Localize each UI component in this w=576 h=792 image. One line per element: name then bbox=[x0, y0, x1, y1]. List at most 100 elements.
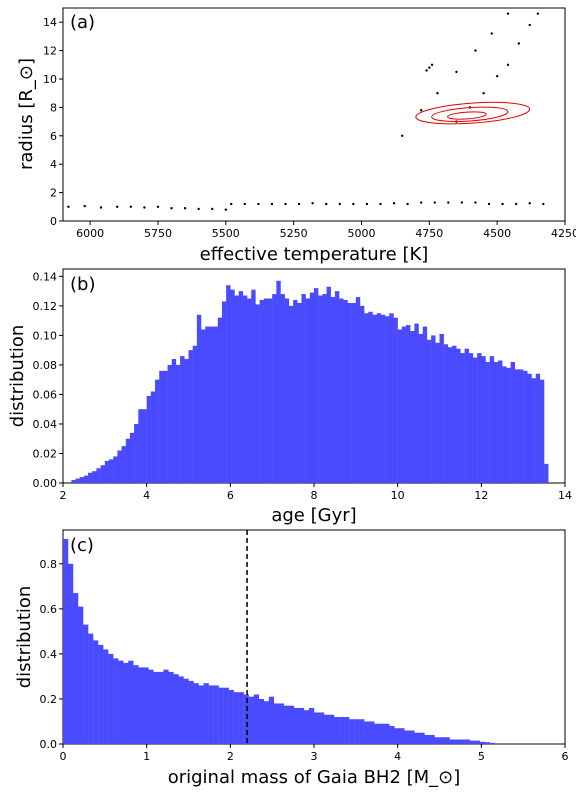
hist-bar bbox=[510, 361, 515, 483]
scatter-point bbox=[311, 202, 314, 205]
hist-bar bbox=[171, 359, 177, 483]
scatter-point bbox=[514, 202, 518, 206]
hist-bar bbox=[209, 326, 214, 483]
hist-bar bbox=[318, 295, 323, 483]
x-tick-label: 5750 bbox=[144, 227, 172, 240]
hist-bar bbox=[404, 730, 410, 744]
hist-bar bbox=[493, 361, 499, 483]
panel-a-label: (a) bbox=[70, 12, 95, 33]
panel-b-x-ticks: 2 4 6 8 10 12 14 bbox=[60, 483, 572, 502]
hist-bar bbox=[272, 294, 277, 483]
hist-bar bbox=[468, 353, 474, 483]
scatter-point bbox=[224, 208, 228, 211]
hist-bar bbox=[443, 344, 449, 483]
hist-bar bbox=[178, 676, 184, 744]
hist-bar bbox=[96, 468, 101, 483]
hist-bar bbox=[498, 360, 503, 483]
hist-bar bbox=[188, 680, 194, 744]
hist-bar bbox=[123, 662, 129, 744]
panel-a-plot-area bbox=[62, 7, 566, 222]
hist-bar bbox=[108, 653, 114, 744]
hist-bar bbox=[155, 379, 160, 483]
hist-bar bbox=[129, 432, 135, 483]
hist-bar bbox=[401, 326, 407, 483]
scatter-point bbox=[487, 202, 491, 206]
hist-bar bbox=[238, 692, 244, 744]
panel-a-y-ticks: 0 2 4 6 8 10 12 14 bbox=[43, 16, 63, 228]
hist-bar bbox=[506, 367, 511, 483]
scatter-point bbox=[325, 202, 328, 206]
scatter-point bbox=[428, 66, 431, 69]
hist-bar bbox=[226, 285, 231, 483]
hist-bar bbox=[113, 658, 119, 744]
hist-bar bbox=[88, 472, 93, 483]
hist-bar bbox=[535, 373, 541, 483]
hist-bar bbox=[263, 701, 270, 744]
scatter-point bbox=[143, 206, 146, 209]
hist-bar bbox=[193, 683, 199, 744]
hist-bar bbox=[449, 739, 455, 744]
panel-a-y-label: radius [R_⊙] bbox=[16, 58, 37, 170]
scatter-point bbox=[406, 202, 409, 206]
hist-bar bbox=[205, 326, 210, 483]
panel-a-x-label: effective temperature [K] bbox=[200, 244, 429, 265]
scatter-point bbox=[67, 205, 70, 208]
scatter-point bbox=[482, 92, 485, 95]
panel-a-x-ticks: 6000 5750 5500 5250 5000 4750 4500 4250 bbox=[76, 221, 576, 240]
hist-bar bbox=[242, 295, 248, 483]
scatter-point bbox=[517, 42, 521, 45]
hist-bar bbox=[410, 330, 415, 483]
scatter-point bbox=[156, 205, 160, 208]
hist-bar bbox=[384, 723, 390, 744]
hist-bar bbox=[314, 288, 319, 483]
scatter-point bbox=[490, 32, 493, 35]
y-tick-label: 0.08 bbox=[33, 359, 58, 372]
hist-bar bbox=[213, 685, 219, 744]
x-tick-label: 2 bbox=[227, 750, 234, 763]
hist-bar bbox=[298, 707, 305, 744]
hist-bar bbox=[138, 667, 144, 744]
hist-bar bbox=[484, 742, 490, 744]
y-tick-label: 0.00 bbox=[33, 477, 58, 490]
scatter-point bbox=[433, 201, 436, 204]
scatter-point bbox=[284, 202, 287, 206]
hist-bar bbox=[83, 475, 89, 483]
scatter-point bbox=[460, 201, 464, 204]
hist-bar bbox=[414, 323, 419, 483]
hist-bar bbox=[109, 459, 114, 483]
hist-bar bbox=[223, 687, 229, 744]
hist-bar bbox=[459, 739, 465, 744]
hist-bar bbox=[426, 339, 432, 483]
x-tick-label: 6000 bbox=[76, 227, 104, 240]
x-tick-label: 6 bbox=[562, 750, 569, 763]
hist-bar bbox=[309, 292, 315, 483]
hist-bar bbox=[259, 299, 264, 483]
hist-bar bbox=[376, 313, 382, 483]
hist-bar bbox=[531, 378, 536, 483]
hist-bar bbox=[175, 364, 181, 483]
y-tick-label: 2 bbox=[50, 187, 57, 200]
hist-bar bbox=[447, 347, 453, 483]
hist-bar bbox=[439, 737, 445, 744]
hist-bar bbox=[248, 696, 254, 744]
hist-bar bbox=[68, 563, 74, 744]
hist-bar bbox=[79, 477, 85, 483]
y-tick-label: 4 bbox=[50, 158, 57, 171]
panel-a-ellipses bbox=[415, 101, 531, 125]
hist-bar bbox=[180, 356, 185, 483]
hist-bar bbox=[218, 687, 224, 744]
scatter-point bbox=[495, 74, 499, 78]
hist-bar bbox=[344, 716, 350, 744]
hist-bar bbox=[434, 737, 440, 744]
hist-bar bbox=[146, 395, 152, 483]
y-tick-label: 8 bbox=[50, 101, 57, 114]
scatter-point bbox=[243, 202, 247, 206]
scatter-point bbox=[170, 207, 173, 210]
scatter-point bbox=[379, 202, 382, 206]
hist-bar bbox=[477, 353, 482, 483]
hist-bar bbox=[406, 325, 411, 483]
hist-bar bbox=[293, 707, 300, 744]
hist-bar bbox=[419, 732, 425, 744]
hist-bar bbox=[276, 280, 281, 483]
